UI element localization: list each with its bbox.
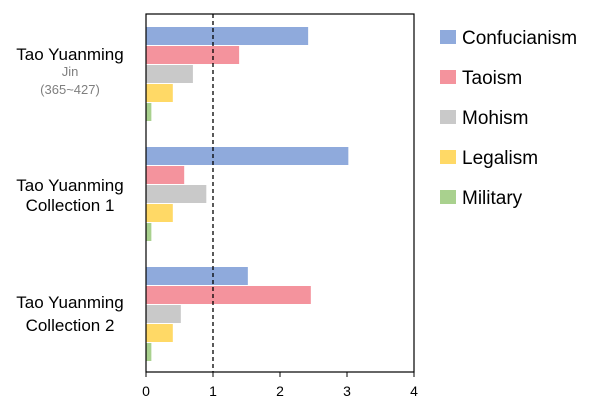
bar-taoism-2 [146,166,185,184]
x-axis: 0 1 2 3 4 [142,372,418,399]
bar-legalism-1 [146,84,173,102]
category-label: Collection 1 [26,196,115,215]
bar-military-1 [146,103,152,121]
bar-taoism-1 [146,46,240,64]
bars-layer [146,27,349,361]
category-label: Tao Yuanming [16,45,123,64]
bar-taoism-3 [146,286,311,304]
legend-label-confucianism: Confucianism [462,28,577,49]
x-tick-label: 4 [410,383,418,399]
legend-swatch-legalism [440,150,456,164]
category-sublabel: (365~427) [40,82,100,97]
category-label: Tao Yuanming [16,176,123,195]
legend-label-mohism: Mohism [462,108,529,129]
legend-swatch-mohism [440,110,456,124]
category-sublabel: Jin [62,64,79,79]
x-tick-label: 0 [142,383,150,399]
x-tick-label: 3 [343,383,351,399]
category-label: Tao Yuanming [16,293,123,312]
bar-confucianism-2 [146,147,349,165]
legend-swatch-taoism [440,70,456,84]
legend-swatch-confucianism [440,30,456,44]
bar-confucianism-3 [146,267,248,285]
legend-label-legalism: Legalism [462,148,538,169]
bar-mohism-1 [146,65,193,83]
legend-label-military: Military [462,188,523,209]
bar-confucianism-1 [146,27,309,45]
x-tick-label: 1 [209,383,217,399]
legend-label-taoism: Taoism [462,68,522,89]
legend: Confucianism Taoism Mohism Legalism Military [440,28,577,209]
bar-military-2 [146,223,152,241]
bar-mohism-3 [146,305,181,323]
x-tick-label: 2 [276,383,284,399]
bar-military-3 [146,343,152,361]
category-label: Collection 2 [26,316,115,335]
bar-legalism-2 [146,204,173,222]
bar-mohism-2 [146,185,207,203]
legend-swatch-military [440,190,456,204]
bar-legalism-3 [146,324,173,342]
